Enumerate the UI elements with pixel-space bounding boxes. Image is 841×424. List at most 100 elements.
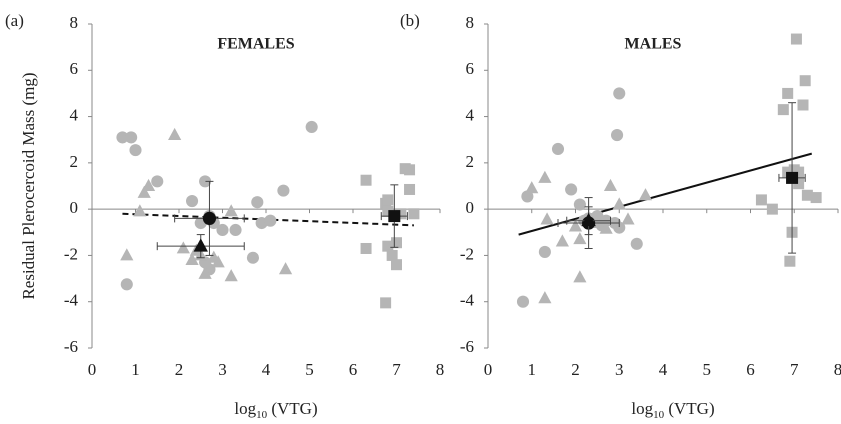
- point: [224, 204, 238, 217]
- point: [278, 262, 293, 275]
- mean-point: [388, 210, 401, 223]
- point: [573, 270, 587, 283]
- point: [611, 129, 624, 142]
- y-tick-label: 0: [466, 198, 475, 217]
- x-tick-label: 6: [349, 360, 358, 379]
- point: [790, 33, 802, 45]
- y-tick-label: -2: [64, 244, 78, 263]
- panel-title: MALES: [625, 36, 682, 53]
- point: [573, 198, 586, 211]
- point: [120, 248, 134, 261]
- point: [516, 295, 530, 308]
- x-tick-label: 8: [436, 360, 445, 379]
- point: [555, 234, 569, 247]
- y-tick-label: 8: [70, 13, 79, 32]
- x-tick-label: 3: [218, 360, 227, 379]
- point: [305, 120, 318, 134]
- point: [638, 188, 653, 201]
- x-tick-label: 4: [262, 360, 271, 379]
- x-axis-label: log10 (VTG): [631, 399, 714, 421]
- point: [755, 194, 767, 206]
- x-label-main: log: [631, 399, 653, 418]
- point: [116, 131, 129, 144]
- x-tick-label: 7: [392, 360, 401, 379]
- y-tick-label: 4: [70, 105, 79, 124]
- point: [186, 194, 199, 208]
- mean-point: [786, 171, 799, 184]
- point: [120, 278, 133, 291]
- point: [386, 249, 398, 261]
- point: [176, 241, 190, 254]
- x-tick-label: 0: [484, 360, 493, 379]
- point: [797, 99, 809, 111]
- point: [264, 214, 277, 227]
- point: [613, 87, 626, 100]
- point: [395, 208, 407, 220]
- point: [538, 245, 551, 259]
- y-tick-label: 0: [70, 198, 79, 217]
- point: [404, 183, 416, 195]
- point: [277, 184, 290, 197]
- x-tick-label: 6: [746, 360, 755, 379]
- point: [199, 175, 212, 188]
- x-label-rest: (VTG): [267, 399, 318, 418]
- x-tick-label: 4: [659, 360, 668, 379]
- x-tick-label: 0: [88, 360, 97, 379]
- panel-label: (b): [400, 11, 420, 30]
- x-tick-label: 1: [131, 360, 140, 379]
- x-label-main: log: [234, 399, 256, 418]
- point: [404, 164, 416, 176]
- point: [391, 259, 402, 271]
- x-axis-label: log10 (VTG): [234, 399, 317, 421]
- point: [360, 242, 372, 254]
- mean-point: [581, 212, 596, 227]
- x-tick-label: 2: [571, 360, 580, 379]
- point: [538, 291, 552, 304]
- y-axis-label: Residual Plerocercoid Mass (mg): [19, 72, 38, 299]
- panel-title: FEMALES: [217, 36, 294, 53]
- y-tick-label: 2: [70, 152, 79, 171]
- point: [211, 255, 225, 268]
- point: [251, 196, 264, 209]
- x-label-sub: 10: [256, 409, 268, 421]
- y-tick-label: 4: [466, 105, 475, 124]
- y-tick-label: -4: [64, 291, 79, 310]
- point: [603, 178, 618, 191]
- point: [521, 190, 534, 203]
- point: [129, 144, 142, 157]
- point: [599, 221, 613, 234]
- y-tick-label: 6: [70, 59, 79, 78]
- y-tick-label: 2: [466, 152, 475, 171]
- point: [630, 237, 643, 250]
- y-tick-label: 6: [466, 59, 475, 78]
- point: [799, 75, 811, 87]
- point: [382, 205, 394, 217]
- x-label-rest: (VTG): [664, 399, 715, 418]
- point: [612, 197, 626, 210]
- point: [133, 204, 147, 217]
- point: [141, 178, 156, 191]
- point: [793, 178, 805, 190]
- x-tick-label: 2: [175, 360, 184, 379]
- mean-point: [202, 211, 217, 225]
- y-tick-label: -4: [460, 291, 475, 310]
- point: [525, 181, 539, 194]
- point: [810, 192, 822, 204]
- point: [801, 189, 813, 201]
- point: [391, 237, 402, 249]
- x-tick-label: 8: [834, 360, 841, 379]
- y-tick-label: -6: [460, 337, 474, 356]
- point: [229, 223, 242, 237]
- y-tick-label: -2: [460, 244, 474, 263]
- point: [621, 212, 635, 225]
- point: [538, 170, 552, 183]
- x-tick-label: 1: [528, 360, 537, 379]
- point: [766, 203, 778, 215]
- point: [380, 297, 392, 309]
- point: [168, 127, 182, 141]
- point: [224, 269, 238, 282]
- point: [573, 232, 587, 245]
- point: [360, 174, 372, 186]
- point: [382, 240, 394, 252]
